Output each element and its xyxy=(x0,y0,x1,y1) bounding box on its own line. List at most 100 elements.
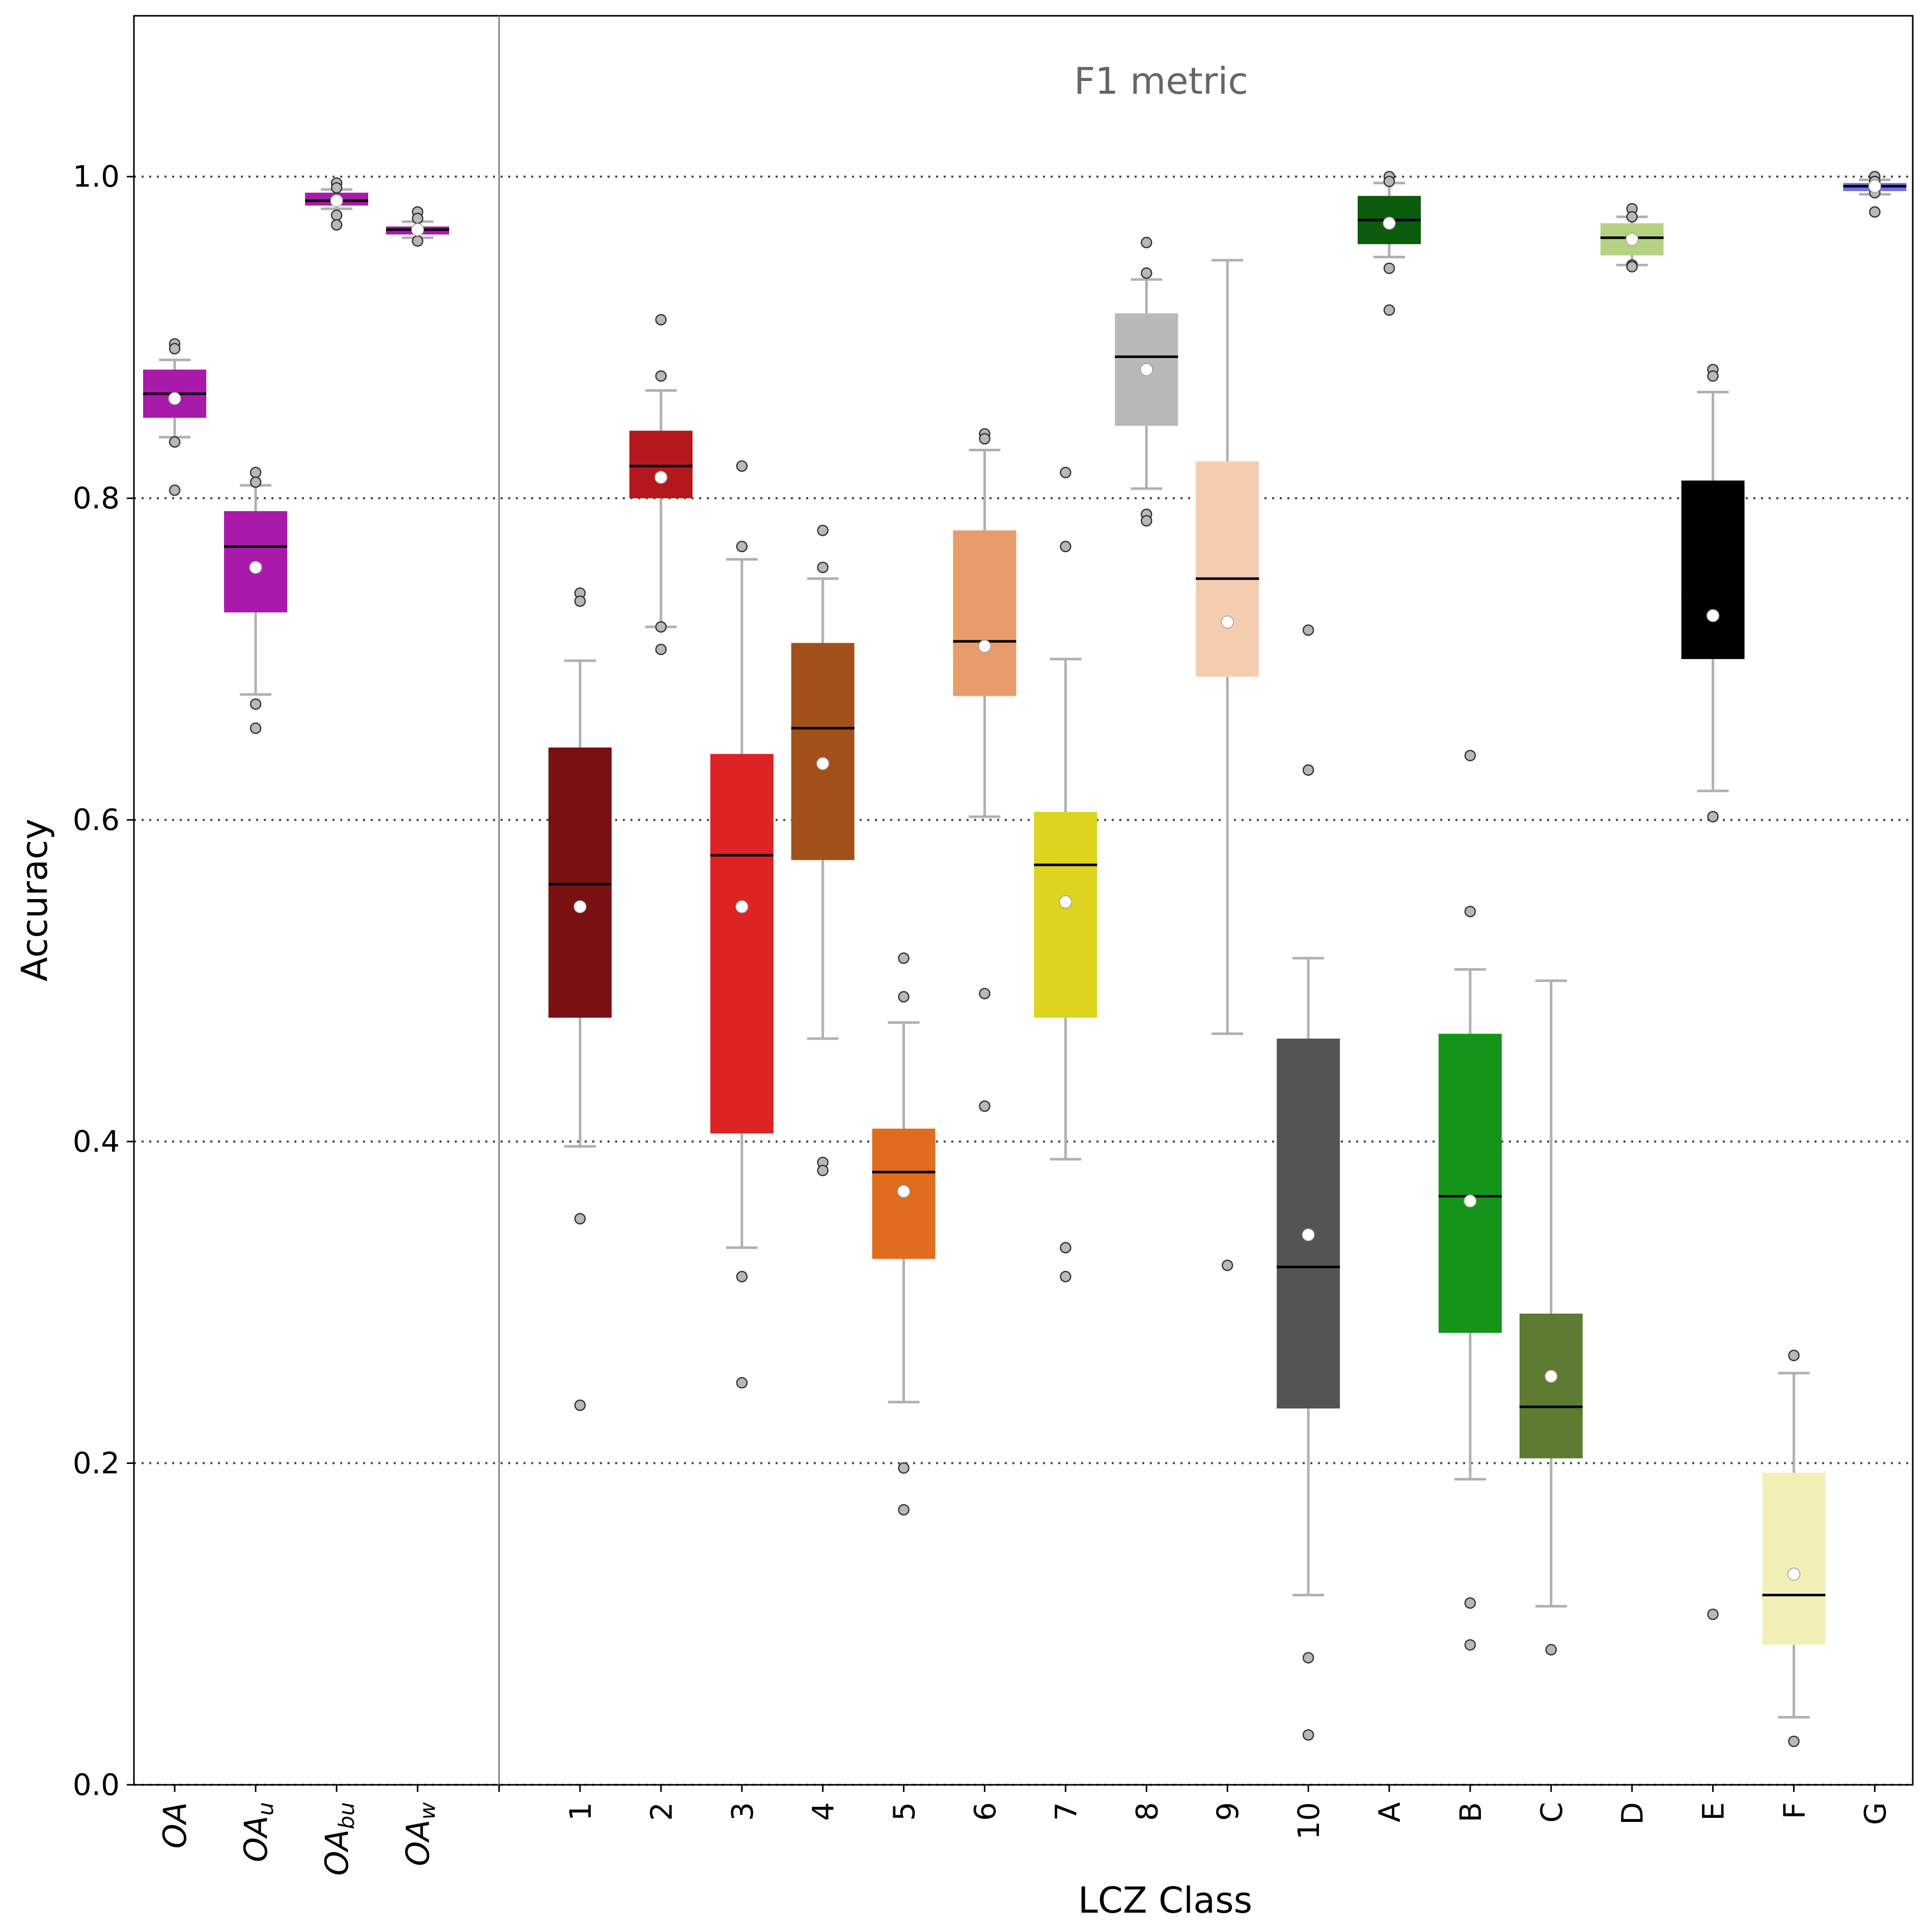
outlier-point-class-8 xyxy=(1141,515,1152,527)
annotation-f1-metric: F1 metric xyxy=(1074,60,1248,102)
box-iqr-class-F xyxy=(1762,1473,1826,1645)
outlier-point-class-7 xyxy=(1060,540,1071,553)
outlier-point-OA-w xyxy=(411,212,424,225)
x-tick-label-class-F: F xyxy=(1777,1802,1812,1819)
box-class-D xyxy=(1600,203,1664,273)
box-iqr-class-B xyxy=(1438,1033,1502,1333)
x-tick-label-class-B: B xyxy=(1453,1802,1488,1822)
x-tick-label-class-10: 10 xyxy=(1291,1802,1326,1840)
x-tick-label-class-8: 8 xyxy=(1130,1802,1164,1821)
outlier-point-class-5 xyxy=(898,952,910,964)
outlier-point-class-A xyxy=(1383,262,1395,274)
mean-point-class-B xyxy=(1464,1194,1477,1208)
y-tick-label: 0.0 xyxy=(73,1767,120,1802)
outlier-point-OA-bu xyxy=(331,182,343,194)
outlier-point-class-6 xyxy=(979,988,990,999)
mean-point-class-A xyxy=(1383,216,1396,230)
outlier-point-OA-u xyxy=(250,722,262,734)
plot-area-border xyxy=(133,15,1914,1786)
box-class-E xyxy=(1681,364,1745,1620)
outlier-point-class-2 xyxy=(655,643,667,656)
outlier-point-class-8 xyxy=(1141,267,1152,279)
x-tick-label-class-2: 2 xyxy=(644,1802,679,1821)
mean-point-OA xyxy=(168,392,181,405)
outlier-point-OA xyxy=(169,343,181,355)
outlier-point-class-E xyxy=(1707,370,1719,382)
x-tick-label-subscript: bu xyxy=(334,1802,359,1829)
x-tick-label-class-6: 6 xyxy=(968,1802,1003,1821)
box-iqr-class-6 xyxy=(953,530,1016,696)
x-tick-label-OA-u: OAu xyxy=(237,1802,278,1862)
x-tick-label-OA-w: OAw xyxy=(399,1802,440,1866)
mean-point-class-C xyxy=(1545,1370,1558,1383)
outlier-point-class-A xyxy=(1383,304,1395,316)
mean-point-class-6 xyxy=(978,639,992,653)
box-class-B xyxy=(1438,750,1502,1651)
outlier-point-class-F xyxy=(1788,1349,1800,1362)
outlier-point-class-4 xyxy=(817,1164,829,1177)
outlier-point-class-8 xyxy=(1141,236,1152,249)
x-tick-label-class-3: 3 xyxy=(725,1802,760,1821)
box-iqr-class-3 xyxy=(710,754,774,1134)
mean-point-class-10 xyxy=(1302,1228,1315,1241)
box-iqr-class-C xyxy=(1519,1313,1583,1459)
outlier-point-class-6 xyxy=(979,433,990,445)
outlier-point-class-3 xyxy=(736,540,748,553)
outlier-point-class-3 xyxy=(736,1271,748,1283)
x-tick-label-subscript: w xyxy=(415,1802,440,1819)
x-tick-label-base: OA xyxy=(237,1816,274,1862)
mean-point-class-9 xyxy=(1221,615,1234,629)
box-OA-u xyxy=(224,467,287,734)
outlier-point-class-10 xyxy=(1302,1729,1314,1741)
box-class-4 xyxy=(791,525,855,1177)
outlier-point-class-5 xyxy=(898,1462,910,1474)
outlier-point-class-B xyxy=(1464,906,1476,917)
box-iqr-class-10 xyxy=(1277,1039,1340,1409)
box-class-5 xyxy=(872,952,936,1516)
mean-point-class-D xyxy=(1625,233,1639,246)
outlier-point-class-1 xyxy=(574,595,586,607)
box-class-1 xyxy=(548,587,612,1411)
x-tick-label-class-9: 9 xyxy=(1210,1802,1245,1821)
x-tick-label-class-E: E xyxy=(1696,1802,1731,1821)
box-iqr-class-7 xyxy=(1034,811,1097,1018)
outlier-point-class-G xyxy=(1869,206,1881,218)
outlier-point-class-10 xyxy=(1302,764,1314,776)
outlier-point-class-7 xyxy=(1060,1271,1071,1283)
mean-point-class-E xyxy=(1706,609,1720,622)
outlier-point-class-7 xyxy=(1060,467,1071,478)
y-axis-title: Accuracy xyxy=(14,819,56,982)
y-tick-label: 0.6 xyxy=(73,803,120,837)
mean-point-class-3 xyxy=(735,900,749,913)
box-OA-w xyxy=(386,206,449,247)
outlier-point-class-D xyxy=(1626,261,1638,273)
box-iqr-class-2 xyxy=(629,430,693,499)
outlier-point-class-6 xyxy=(979,1100,990,1112)
outlier-point-class-A xyxy=(1383,175,1395,187)
plot-frame xyxy=(133,15,1914,1786)
outlier-point-class-C xyxy=(1545,1644,1557,1656)
y-tick-label: 0.8 xyxy=(73,481,120,515)
box-class-2 xyxy=(629,314,693,656)
outlier-point-class-F xyxy=(1788,1735,1800,1748)
outlier-point-OA xyxy=(169,436,181,448)
x-tick-label-class-1: 1 xyxy=(563,1802,598,1821)
box-class-A xyxy=(1358,171,1421,316)
box-class-6 xyxy=(953,428,1016,1112)
outlier-point-class-4 xyxy=(817,561,829,574)
outlier-point-class-7 xyxy=(1060,1242,1071,1254)
outlier-point-OA-u xyxy=(250,476,262,488)
outlier-point-class-B xyxy=(1464,750,1476,761)
outlier-point-OA-bu xyxy=(331,219,343,231)
x-tick-label-subscript: u xyxy=(253,1802,278,1816)
box-iqr-class-9 xyxy=(1196,461,1259,677)
x-tick-label-OA: OA xyxy=(156,1802,194,1848)
outlier-point-class-1 xyxy=(574,1399,586,1411)
box-class-9 xyxy=(1196,259,1259,1271)
mean-point-class-5 xyxy=(897,1185,911,1198)
outlier-point-class-10 xyxy=(1302,1652,1314,1664)
box-class-10 xyxy=(1277,624,1340,1741)
outlier-point-OA-bu xyxy=(331,209,343,221)
box-class-F xyxy=(1762,1349,1826,1748)
